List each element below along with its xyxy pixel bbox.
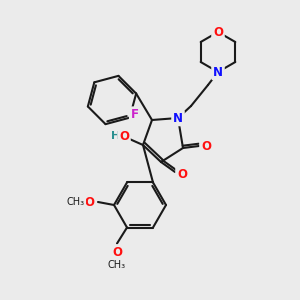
- Text: N: N: [173, 112, 183, 124]
- Text: CH₃: CH₃: [108, 260, 126, 269]
- Text: CH₃: CH₃: [67, 197, 85, 207]
- Text: N: N: [213, 65, 223, 79]
- Text: O: O: [119, 130, 129, 142]
- Text: O: O: [201, 140, 211, 152]
- Text: H: H: [111, 131, 121, 141]
- Text: O: O: [177, 169, 187, 182]
- Text: O: O: [112, 246, 122, 259]
- Text: F: F: [131, 108, 139, 121]
- Text: O: O: [213, 26, 223, 38]
- Text: O: O: [84, 196, 94, 208]
